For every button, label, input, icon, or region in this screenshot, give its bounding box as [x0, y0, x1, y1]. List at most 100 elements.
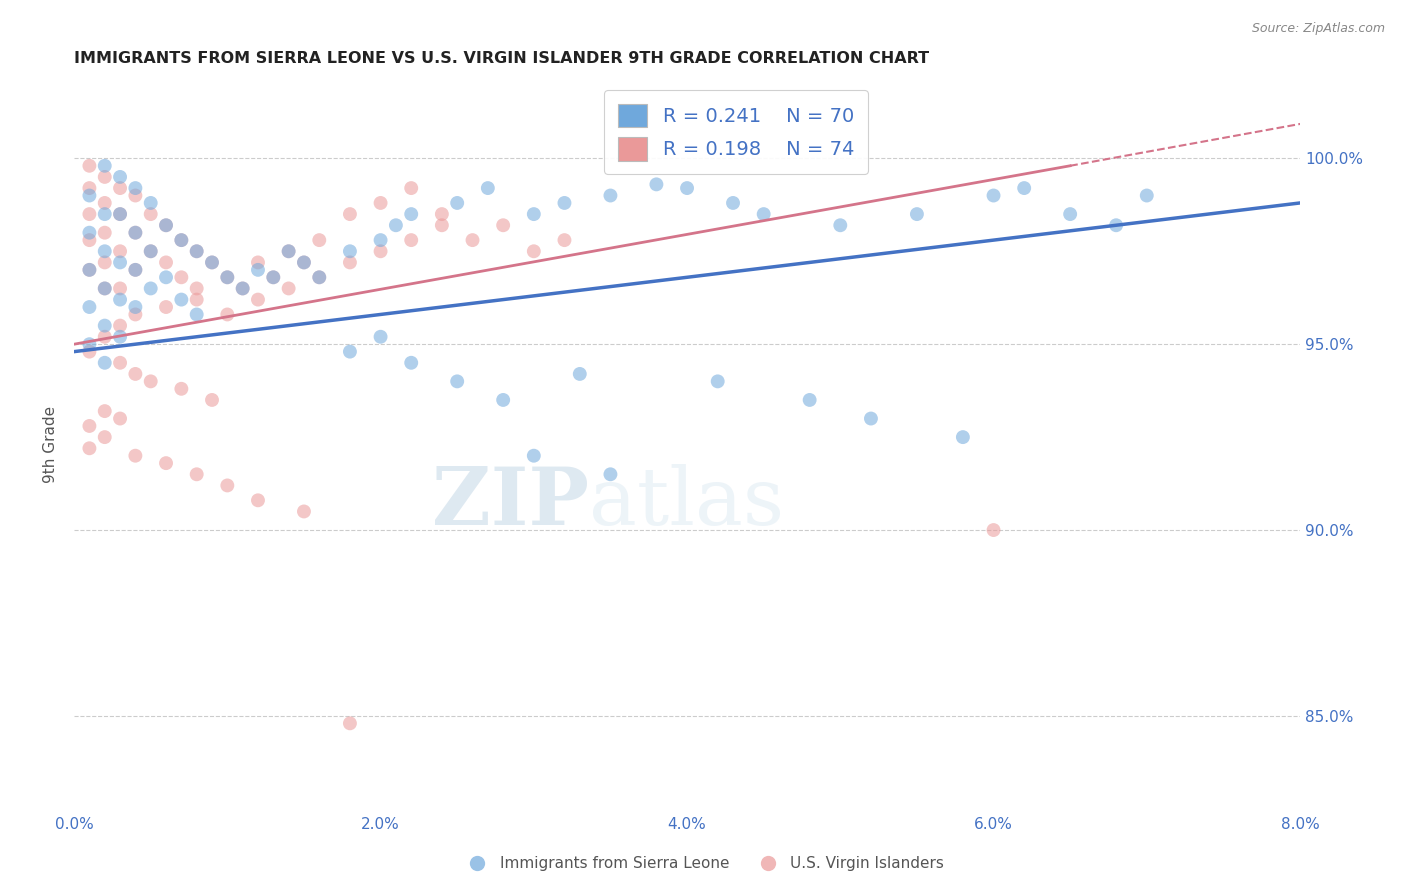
Point [79, 442, 101, 456]
Point [446, 196, 468, 211]
Point [399, 181, 422, 195]
Point [124, 367, 146, 381]
Point [308, 233, 330, 247]
Point [124, 308, 146, 322]
Point [108, 281, 131, 295]
Point [170, 293, 193, 307]
Point [399, 233, 422, 247]
Text: atlas: atlas [589, 465, 785, 542]
Point [93, 244, 115, 259]
Point [446, 375, 468, 389]
Point [124, 226, 146, 240]
Point [1105, 219, 1128, 233]
Point [246, 263, 269, 277]
Point [645, 178, 668, 192]
Point [79, 263, 101, 277]
Point [170, 233, 193, 247]
Point [859, 411, 882, 425]
Point [370, 244, 392, 259]
Point [93, 159, 115, 173]
Point [93, 169, 115, 184]
Point [155, 255, 177, 269]
Point [139, 244, 162, 259]
Point [246, 255, 269, 269]
Point [246, 493, 269, 508]
Point [93, 318, 115, 333]
Point [232, 281, 254, 295]
Point [124, 300, 146, 314]
Point [139, 244, 162, 259]
Point [93, 226, 115, 240]
Point [370, 233, 392, 247]
Point [108, 330, 131, 344]
Text: Source: ZipAtlas.com: Source: ZipAtlas.com [1251, 22, 1385, 36]
Point [370, 196, 392, 211]
Point [186, 281, 208, 295]
Point [186, 308, 208, 322]
Point [370, 330, 392, 344]
Point [217, 270, 239, 285]
Point [155, 219, 177, 233]
Point [186, 244, 208, 259]
Point [523, 244, 546, 259]
Point [277, 281, 299, 295]
Point [108, 356, 131, 370]
Point [1012, 181, 1035, 195]
Point [752, 207, 775, 221]
Point [93, 207, 115, 221]
Point [170, 382, 193, 396]
Point [93, 430, 115, 444]
Point [201, 392, 224, 407]
Point [186, 467, 208, 482]
Point [292, 504, 315, 518]
Point [108, 293, 131, 307]
Point [339, 255, 361, 269]
Legend: R = 0.241    N = 70, R = 0.198    N = 74: R = 0.241 N = 70, R = 0.198 N = 74 [605, 90, 868, 174]
Point [79, 226, 101, 240]
Point [108, 244, 131, 259]
Point [139, 375, 162, 389]
Point [108, 255, 131, 269]
Point [139, 281, 162, 295]
Point [124, 263, 146, 277]
Point [79, 337, 101, 351]
Point [155, 219, 177, 233]
Point [292, 255, 315, 269]
Point [983, 523, 1005, 537]
Point [430, 207, 453, 221]
Legend: Immigrants from Sierra Leone, U.S. Virgin Islanders: Immigrants from Sierra Leone, U.S. Virgi… [456, 850, 950, 877]
Point [799, 392, 821, 407]
Point [217, 270, 239, 285]
Point [108, 207, 131, 221]
Point [93, 404, 115, 418]
Y-axis label: 9th Grade: 9th Grade [44, 406, 58, 483]
Point [339, 344, 361, 359]
Point [217, 308, 239, 322]
Point [139, 196, 162, 211]
Point [93, 356, 115, 370]
Point [93, 196, 115, 211]
Point [232, 281, 254, 295]
Point [124, 188, 146, 202]
Point [155, 456, 177, 470]
Point [246, 293, 269, 307]
Point [108, 411, 131, 425]
Point [201, 255, 224, 269]
Point [277, 244, 299, 259]
Point [108, 169, 131, 184]
Point [79, 188, 101, 202]
Point [277, 244, 299, 259]
Text: IMMIGRANTS FROM SIERRA LEONE VS U.S. VIRGIN ISLANDER 9TH GRADE CORRELATION CHART: IMMIGRANTS FROM SIERRA LEONE VS U.S. VIR… [75, 51, 929, 66]
Point [308, 270, 330, 285]
Point [108, 207, 131, 221]
Point [492, 219, 515, 233]
Point [93, 330, 115, 344]
Point [262, 270, 284, 285]
Point [568, 367, 591, 381]
Point [79, 233, 101, 247]
Point [523, 207, 546, 221]
Point [599, 188, 621, 202]
Point [1136, 188, 1159, 202]
Point [79, 344, 101, 359]
Text: ZIP: ZIP [432, 465, 589, 542]
